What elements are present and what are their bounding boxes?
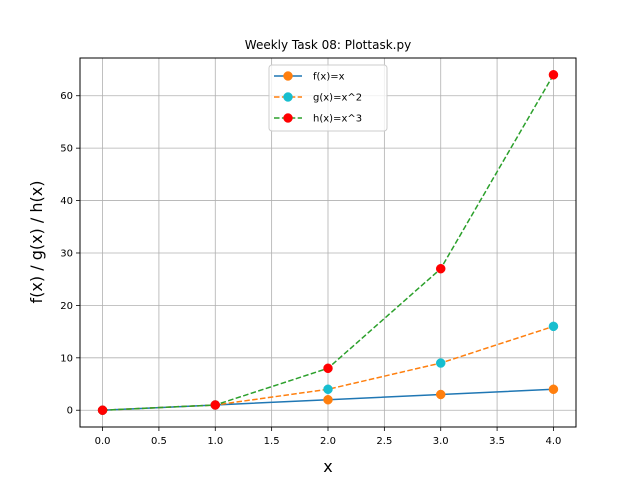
series-layer — [97, 70, 559, 415]
x-tick-label: 3.0 — [433, 436, 449, 447]
y-tick-label: 40 — [60, 196, 73, 207]
data-point — [548, 70, 559, 80]
y-axis-label: f(x) / g(x) / h(x) — [27, 181, 46, 304]
data-point — [435, 263, 446, 274]
legend-label: g(x)=x^2 — [313, 93, 362, 104]
legend-item: f(x)=x — [274, 71, 345, 83]
chart-title: Weekly Task 08: Plottask.py — [245, 38, 411, 52]
x-tick-label: 1.0 — [207, 436, 223, 447]
data-point — [435, 358, 446, 368]
x-axis-label: x — [323, 457, 332, 476]
legend-item: h(x)=x^3 — [274, 113, 362, 125]
y-tick-label: 10 — [60, 353, 73, 364]
y-tick-label: 50 — [60, 144, 73, 155]
x-axis: 0.0 0.5 1.0 1.5 2.0 2.5 3.0 3.5 4.0 — [95, 427, 562, 447]
legend-label: f(x)=x — [313, 72, 345, 83]
x-tick-label: 3.5 — [489, 436, 505, 447]
legend-marker — [283, 71, 293, 81]
legend-label: h(x)=x^3 — [313, 114, 362, 125]
legend-items: f(x)=x g(x)=x^2 h(x)=x^3 — [274, 71, 362, 125]
data-point — [323, 394, 333, 405]
legend-box — [268, 64, 388, 132]
y-tick-label: 20 — [60, 301, 73, 312]
series-3 — [97, 70, 559, 415]
data-point — [323, 384, 333, 395]
legend-item: g(x)=x^2 — [274, 92, 362, 104]
data-point — [548, 321, 559, 332]
y-tick-label: 30 — [60, 248, 73, 259]
y-tick-label: 0 — [67, 406, 73, 417]
x-tick-label: 2.5 — [376, 436, 392, 447]
x-tick-label: 1.5 — [264, 436, 280, 447]
x-tick-label: 2.0 — [320, 436, 336, 447]
x-tick-label: 4.0 — [546, 436, 562, 447]
legend-marker — [283, 92, 293, 102]
legend: f(x)=x g(x)=x^2 h(x)=x^3 — [268, 64, 388, 132]
data-point — [323, 363, 333, 374]
legend-marker — [283, 113, 293, 123]
data-point — [435, 389, 446, 400]
data-point — [548, 384, 559, 395]
data-point — [210, 400, 221, 410]
x-tick-label: 0.0 — [95, 436, 111, 447]
y-tick-label: 60 — [60, 91, 73, 102]
y-axis: 0 10 20 30 40 50 60 — [60, 91, 80, 417]
data-point — [97, 405, 108, 415]
x-tick-label: 0.5 — [151, 436, 167, 447]
